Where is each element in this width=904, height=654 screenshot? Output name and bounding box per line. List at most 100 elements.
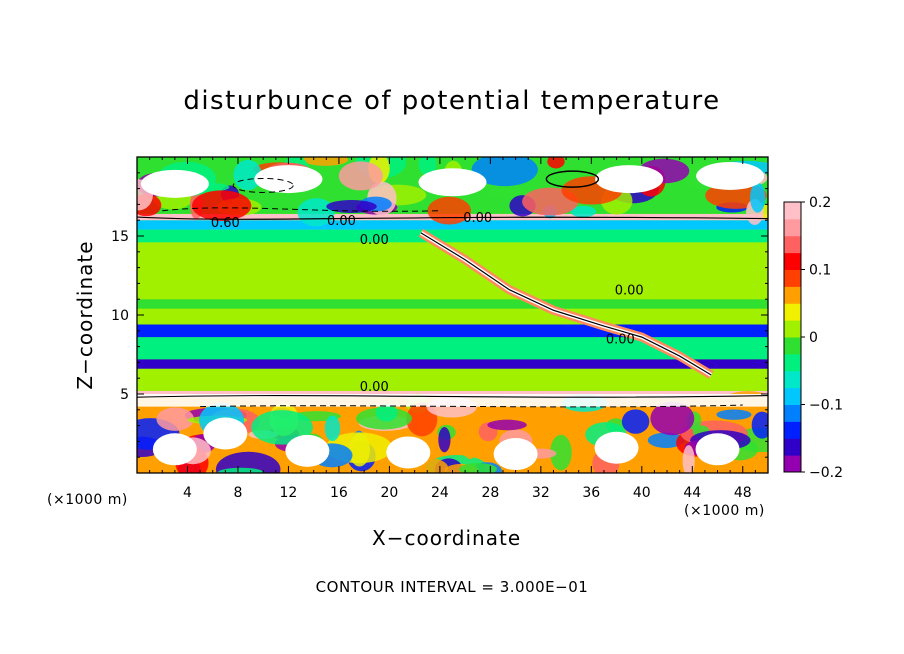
lower-layer-blob [324,415,341,442]
lower-layer-blob [215,451,281,473]
colorbar-segment [784,303,801,321]
front-contour [420,232,712,376]
colorbar-segment [784,218,801,237]
lower-layer-blob [217,467,265,473]
lower-layer-blob [375,403,398,422]
colorbar-segment [784,421,801,439]
contour-label: 0.00 [463,211,492,226]
lower-saturated-core [695,433,740,466]
field-band [137,220,768,230]
colorbar-segment [784,202,801,220]
upper-layer-blob [570,205,597,218]
x-axis-label: X−coordinate [372,526,522,550]
x-tick-label: 44 [683,485,701,501]
x-tick-label: 4 [183,485,192,501]
upper-saturated-core [418,168,487,197]
upper-layer-blob [302,157,349,166]
lower-layer-blob [751,411,768,439]
lower-layer-blob [438,426,451,453]
colorbar-tick-label: −0.2 [809,465,843,481]
lower-layer-blob [550,434,572,471]
colorbar-segment [784,387,801,405]
upper-layer-blob [233,159,262,191]
lower-saturated-core [285,434,330,467]
x-tick-label: 36 [582,485,600,501]
colorbar-segment [784,320,801,338]
field-band [137,229,768,243]
lower-layer-blob [716,409,752,420]
upper-saturated-core [254,165,323,194]
y-axis-label: Z−coordinate [73,240,97,390]
lower-saturated-core [493,438,538,471]
colorbar-segment [784,438,801,456]
upper-layer-blob [418,157,437,176]
x-tick-label: 20 [380,485,398,501]
lower-saturated-core [152,433,197,466]
contour-label: 0.00 [360,380,389,395]
colorbar-segment [784,235,801,254]
contour-line [137,395,768,398]
contour-loop [545,170,600,188]
field-band [137,308,768,325]
upper-layer-blob [338,161,383,191]
colorbar-segment [784,286,801,304]
x-tick-label: 8 [233,485,242,501]
lower-layer-blob [647,432,685,448]
x-tick-label: 24 [431,485,449,501]
colorbar-segment [784,337,801,355]
upper-saturated-core [140,169,209,198]
contour-line-dashed [200,404,743,408]
lower-saturated-core [386,436,431,469]
colorbar-tick-label: 0 [809,330,818,346]
colorbar-tick-label: 0.2 [809,195,831,211]
contour-loop-dashed [232,177,294,193]
colorbar-segment [784,252,801,270]
x-tick-label: 28 [481,485,499,501]
x-unit-label-right: (×1000 m) [684,503,765,519]
lower-layer-blob [621,409,650,434]
contour-line [137,216,768,220]
colorbar-segment [784,455,801,473]
upper-saturated-core [595,165,664,194]
colorbar-tick-label: −0.1 [809,398,843,414]
plot-area: 0.60 0.00 0.00 0.00 0.00 0.00 0.00 [137,157,768,473]
field-band [137,337,768,360]
x-tick-label: 16 [330,485,348,501]
upper-layer-blob [326,200,377,213]
field-band [137,359,768,369]
upper-layer-blob [750,182,766,213]
upper-layer-blob [471,157,538,187]
x-tick-label: 48 [734,485,752,501]
lower-layer-blob [251,410,313,445]
lower-layer-blob [459,462,497,473]
contour-label: 0.00 [615,284,644,299]
contour-label: 0.00 [360,233,389,248]
lower-saturated-core [203,417,248,450]
lower-layer-blob [460,425,480,459]
x-tick-label: 40 [633,485,651,501]
y-tick-label: 10 [111,308,129,324]
x-unit-label-left: (×1000 m) [47,492,128,508]
colorbar-segment [784,370,801,389]
lower-layer-blob [487,419,527,431]
lower-saturated-core [594,431,639,464]
upper-layer-blob [191,190,252,222]
upper-layer-blob [547,157,565,169]
lower-layer-blob [156,407,195,431]
field-band [137,368,768,391]
x-tick-label: 32 [532,485,550,501]
colorbar-segment [784,269,801,287]
contour-label: 0.00 [327,214,356,229]
lower-layer-blob [650,401,695,436]
upper-saturated-core [696,161,765,190]
y-tick-label: 5 [120,387,129,403]
contour-label: 0.00 [606,333,635,348]
contour-label: 0.60 [211,216,240,231]
field-band [137,299,768,309]
field-band [137,324,768,338]
contour-interval-note: CONTOUR INTERVAL = 3.000E−01 [315,578,589,596]
colorbar-tick-label: 0.1 [809,263,831,279]
colorbar-segment [784,353,801,372]
